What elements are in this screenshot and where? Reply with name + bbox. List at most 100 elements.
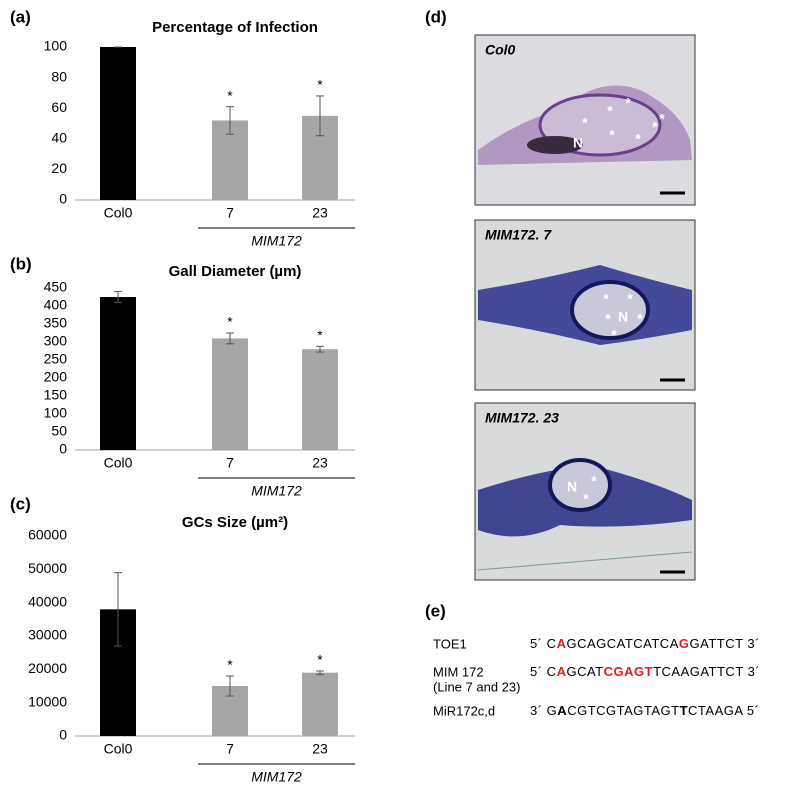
y-tick-label: 30000 [28,627,67,643]
chart-title: Percentage of Infection [152,19,318,36]
nucleus-mark: N [618,309,628,325]
giant-cell-mark: * [611,327,617,343]
sequence: 5´ CAGCAGCATCATCAGGATTCT 3´ [530,636,760,651]
gall [570,280,650,340]
significance: * [317,77,323,93]
bar [212,338,248,450]
group-label: MIM172 [251,233,302,249]
sequence-segment: TCAAGATTCT 3´ [653,664,760,679]
panel-label: (a) [10,7,31,26]
group-label: MIM172 [251,769,302,785]
y-tick-label: 250 [44,351,68,367]
y-tick-label: 60000 [28,527,67,543]
x-tick-label: 7 [226,455,234,471]
sequence-segment: A [557,703,567,718]
chart-title: GCs Size (µm²) [182,514,288,531]
sequence-segment: A [557,664,567,679]
x-tick-label: 7 [226,741,234,757]
x-tick-label: 23 [312,205,328,221]
giant-cell-mark: * [659,111,665,127]
y-tick-label: 400 [44,297,68,313]
error-bar [114,572,122,647]
sequence: 5´ CAGCATCGAGTTCAAGATTCT 3´ [530,664,760,679]
error-bar [226,675,234,697]
giant-cell-mark: * [637,311,643,327]
chart-title: Gall Diameter (µm) [169,263,302,280]
y-tick-label: 100 [44,405,68,421]
sequence-segment: GATTCT 3´ [690,636,760,651]
sequence-segment: 3´ G [530,703,557,718]
micrograph-3 [474,402,696,581]
sequence-segment: CGTCGTAGTAGT [567,703,679,718]
y-tick-label: 450 [44,279,68,295]
y-tick-label: 40 [51,130,67,146]
significance: * [227,87,233,103]
giant-cell-mark: * [583,491,589,507]
y-tick-label: 50000 [28,560,67,576]
giant-cell-mark: * [582,115,588,131]
giant-cell-mark: * [607,103,613,119]
panel-label: (b) [10,254,32,273]
error-bar [226,332,234,345]
nucleus-mark: N [567,479,577,495]
y-tick-label: 350 [44,315,68,331]
error-bar [114,291,122,303]
error-bar [316,670,324,675]
sequence-name: MiR172c,d [433,703,495,718]
micrograph-2 [474,219,696,391]
micrograph-1 [474,34,696,206]
x-tick-label: Col0 [104,205,133,221]
nucleus-mark: N [573,135,583,151]
error-bar [226,106,234,135]
giant-cell-mark: * [627,291,633,307]
y-tick-label: 80 [51,68,67,84]
x-tick-label: 23 [312,455,328,471]
sequence-segment: G [679,636,690,651]
significance: * [227,657,233,673]
image-label: MIM172. 7 [485,227,552,243]
gall [548,458,612,512]
giant-cell-mark: * [635,131,641,147]
giant-cell-mark: * [605,311,611,327]
x-tick-label: Col0 [104,455,133,471]
sequence-segment: 5´ C [530,664,557,679]
panel-label: (c) [10,494,31,513]
sequence-segment: GCAGCATCATCA [566,636,678,651]
significance: * [317,652,323,668]
sequence-segment: T [680,703,688,718]
y-tick-label: 60 [51,99,67,115]
y-tick-label: 20 [51,160,67,176]
section-edge [477,551,693,571]
image-label: MIM172. 23 [485,410,559,426]
y-tick-label: 0 [59,727,67,743]
giant-cell-mark: * [603,291,609,307]
y-tick-label: 20000 [28,660,67,676]
group-label: MIM172 [251,483,302,499]
significance: * [227,314,233,330]
y-tick-label: 40000 [28,593,67,609]
giant-cell-mark: * [652,119,658,135]
y-tick-label: 150 [44,387,68,403]
y-tick-label: 100 [44,38,68,54]
bar [302,672,338,736]
sequence-note: (Line 7 and 23) [433,679,520,694]
panel-label: (e) [425,601,446,620]
significance: * [317,327,323,343]
sequence-segment: GCAT [566,664,603,679]
vessel [527,136,583,154]
sequence-segment: 5´ C [530,636,557,651]
y-tick-label: 0 [59,191,67,207]
panel-label: (d) [425,7,447,26]
y-tick-label: 10000 [28,693,67,709]
sequence-segment: C [604,664,614,679]
bar [100,47,136,200]
sequence: 3´ GACGTCGTAGTAGTTCTAAGA 5´ [530,703,760,718]
giant-cell-mark: * [625,95,631,111]
x-tick-label: Col0 [104,741,133,757]
image-label: Col0 [485,42,516,58]
x-tick-label: 23 [312,741,328,757]
y-tick-label: 0 [59,441,67,457]
sequence-name: TOE1 [433,636,467,651]
sequence-segment: GAGT [614,664,654,679]
